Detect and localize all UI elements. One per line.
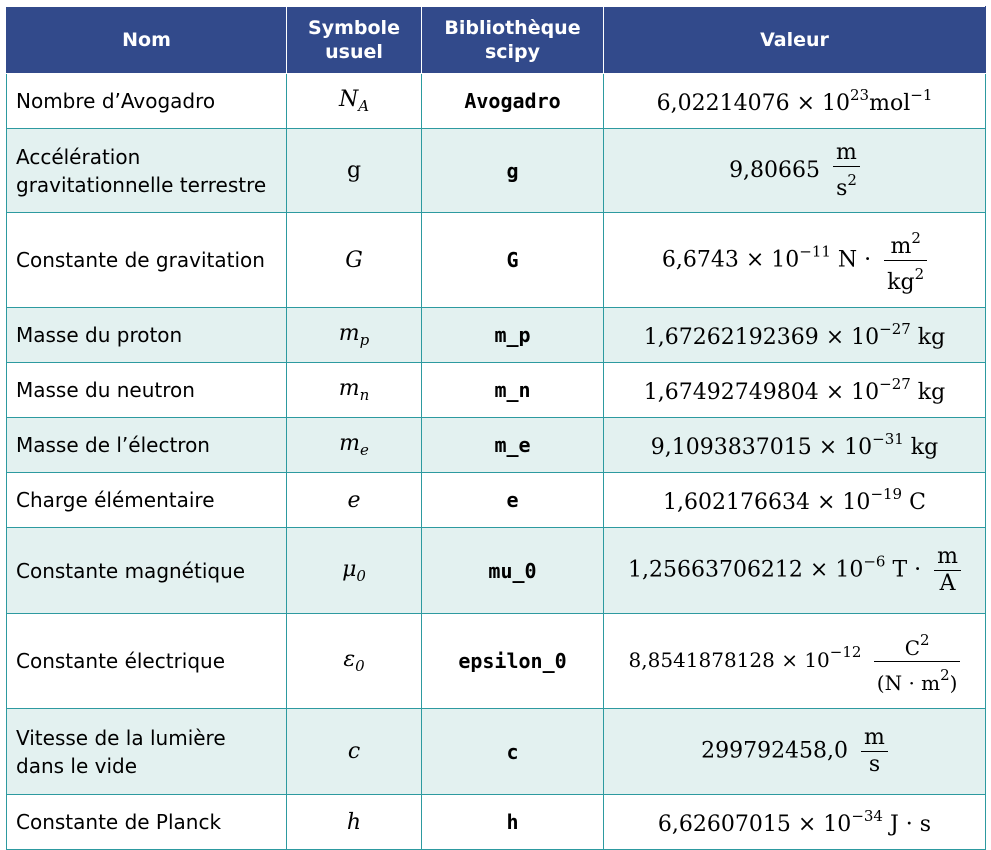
constant-name: Nombre d’Avogadro (6, 73, 287, 129)
unit-fraction: m2 kg2 (884, 225, 928, 296)
unit-fraction: m s2 (833, 140, 860, 202)
header-name: Nom (6, 6, 287, 74)
scipy-name: e (421, 472, 604, 528)
constant-symbol: me (286, 417, 422, 473)
constant-name: Constante de gravitation (6, 212, 287, 308)
constant-value: 9,80665 m s2 (603, 128, 986, 213)
table-row: Masse de l’électron me m_e 9,1093837015 … (6, 417, 986, 473)
unit-fraction: C2 (N · m2) (873, 627, 961, 696)
constant-symbol: G (286, 212, 422, 308)
table-row: Masse du proton mp m_p 1,67262192369 × 1… (6, 307, 986, 363)
constant-symbol: mn (286, 362, 422, 418)
scipy-name: G (421, 212, 604, 308)
header-value: Valeur (603, 6, 986, 74)
table-row: Accélération gravitationnelle terrestre … (6, 128, 986, 213)
constant-value: 1,602176634 × 10−19 C (603, 472, 986, 528)
constant-name: Vitesse de la lumière dans le vide (6, 708, 287, 795)
scipy-name: epsilon_0 (421, 613, 604, 709)
constant-value: 1,67492749804 × 10−27 kg (603, 362, 986, 418)
constant-symbol: h (286, 794, 422, 850)
scipy-name: m_e (421, 417, 604, 473)
constant-value: 8,8541878128 × 10−12 C2 (N · m2) (603, 613, 986, 709)
constant-name: Accélération gravitationnelle terrestre (6, 128, 287, 213)
scipy-name: m_n (421, 362, 604, 418)
constant-value: 1,67262192369 × 10−27 kg (603, 307, 986, 363)
scipy-name: m_p (421, 307, 604, 363)
table-row: Charge élémentaire e e 1,602176634 × 10−… (6, 472, 986, 528)
header-library: Bibliothèque scipy (421, 6, 604, 74)
table-row: Vitesse de la lumière dans le vide c c 2… (6, 708, 986, 795)
constant-name: Constante de Planck (6, 794, 287, 850)
constant-value: 6,02214076 × 1023mol−1 (603, 73, 986, 129)
constant-symbol: g (286, 128, 422, 213)
table-row: Constante électrique ε0 epsilon_0 8,8541… (6, 613, 986, 709)
constant-symbol: ε0 (286, 613, 422, 709)
constant-value: 9,1093837015 × 10−31 kg (603, 417, 986, 473)
constant-name: Charge élémentaire (6, 472, 287, 528)
scipy-name: c (421, 708, 604, 795)
constant-value: 6,6743 × 10−11 N · m2 kg2 (603, 212, 986, 308)
constant-name: Masse du proton (6, 307, 287, 363)
constant-name: Constante magnétique (6, 527, 287, 614)
constant-name: Constante électrique (6, 613, 287, 709)
constant-name: Masse du neutron (6, 362, 287, 418)
scipy-name: Avogadro (421, 73, 604, 129)
table-row: Constante de Planck h h 6,62607015 × 10−… (6, 794, 986, 850)
table-row: Constante de gravitation G G 6,6743 × 10… (6, 212, 986, 308)
constant-value: 6,62607015 × 10−34 J · s (603, 794, 986, 850)
table-row: Constante magnétique μ0 mu_0 1,256637062… (6, 527, 986, 614)
scipy-name: h (421, 794, 604, 850)
scipy-name: mu_0 (421, 527, 604, 614)
constant-symbol: c (286, 708, 422, 795)
scipy-name: g (421, 128, 604, 213)
table-row: Nombre d’Avogadro NA Avogadro 6,02214076… (6, 73, 986, 129)
constants-table: Nom Symbole usuel Bibliothèque scipy Val… (6, 6, 986, 850)
constant-symbol: e (286, 472, 422, 528)
constant-symbol: NA (286, 73, 422, 129)
constant-symbol: μ0 (286, 527, 422, 614)
header-symbol: Symbole usuel (286, 6, 422, 74)
constant-name: Masse de l’électron (6, 417, 287, 473)
constant-symbol: mp (286, 307, 422, 363)
table-row: Masse du neutron mn m_n 1,67492749804 × … (6, 362, 986, 418)
header-row: Nom Symbole usuel Bibliothèque scipy Val… (6, 6, 986, 74)
